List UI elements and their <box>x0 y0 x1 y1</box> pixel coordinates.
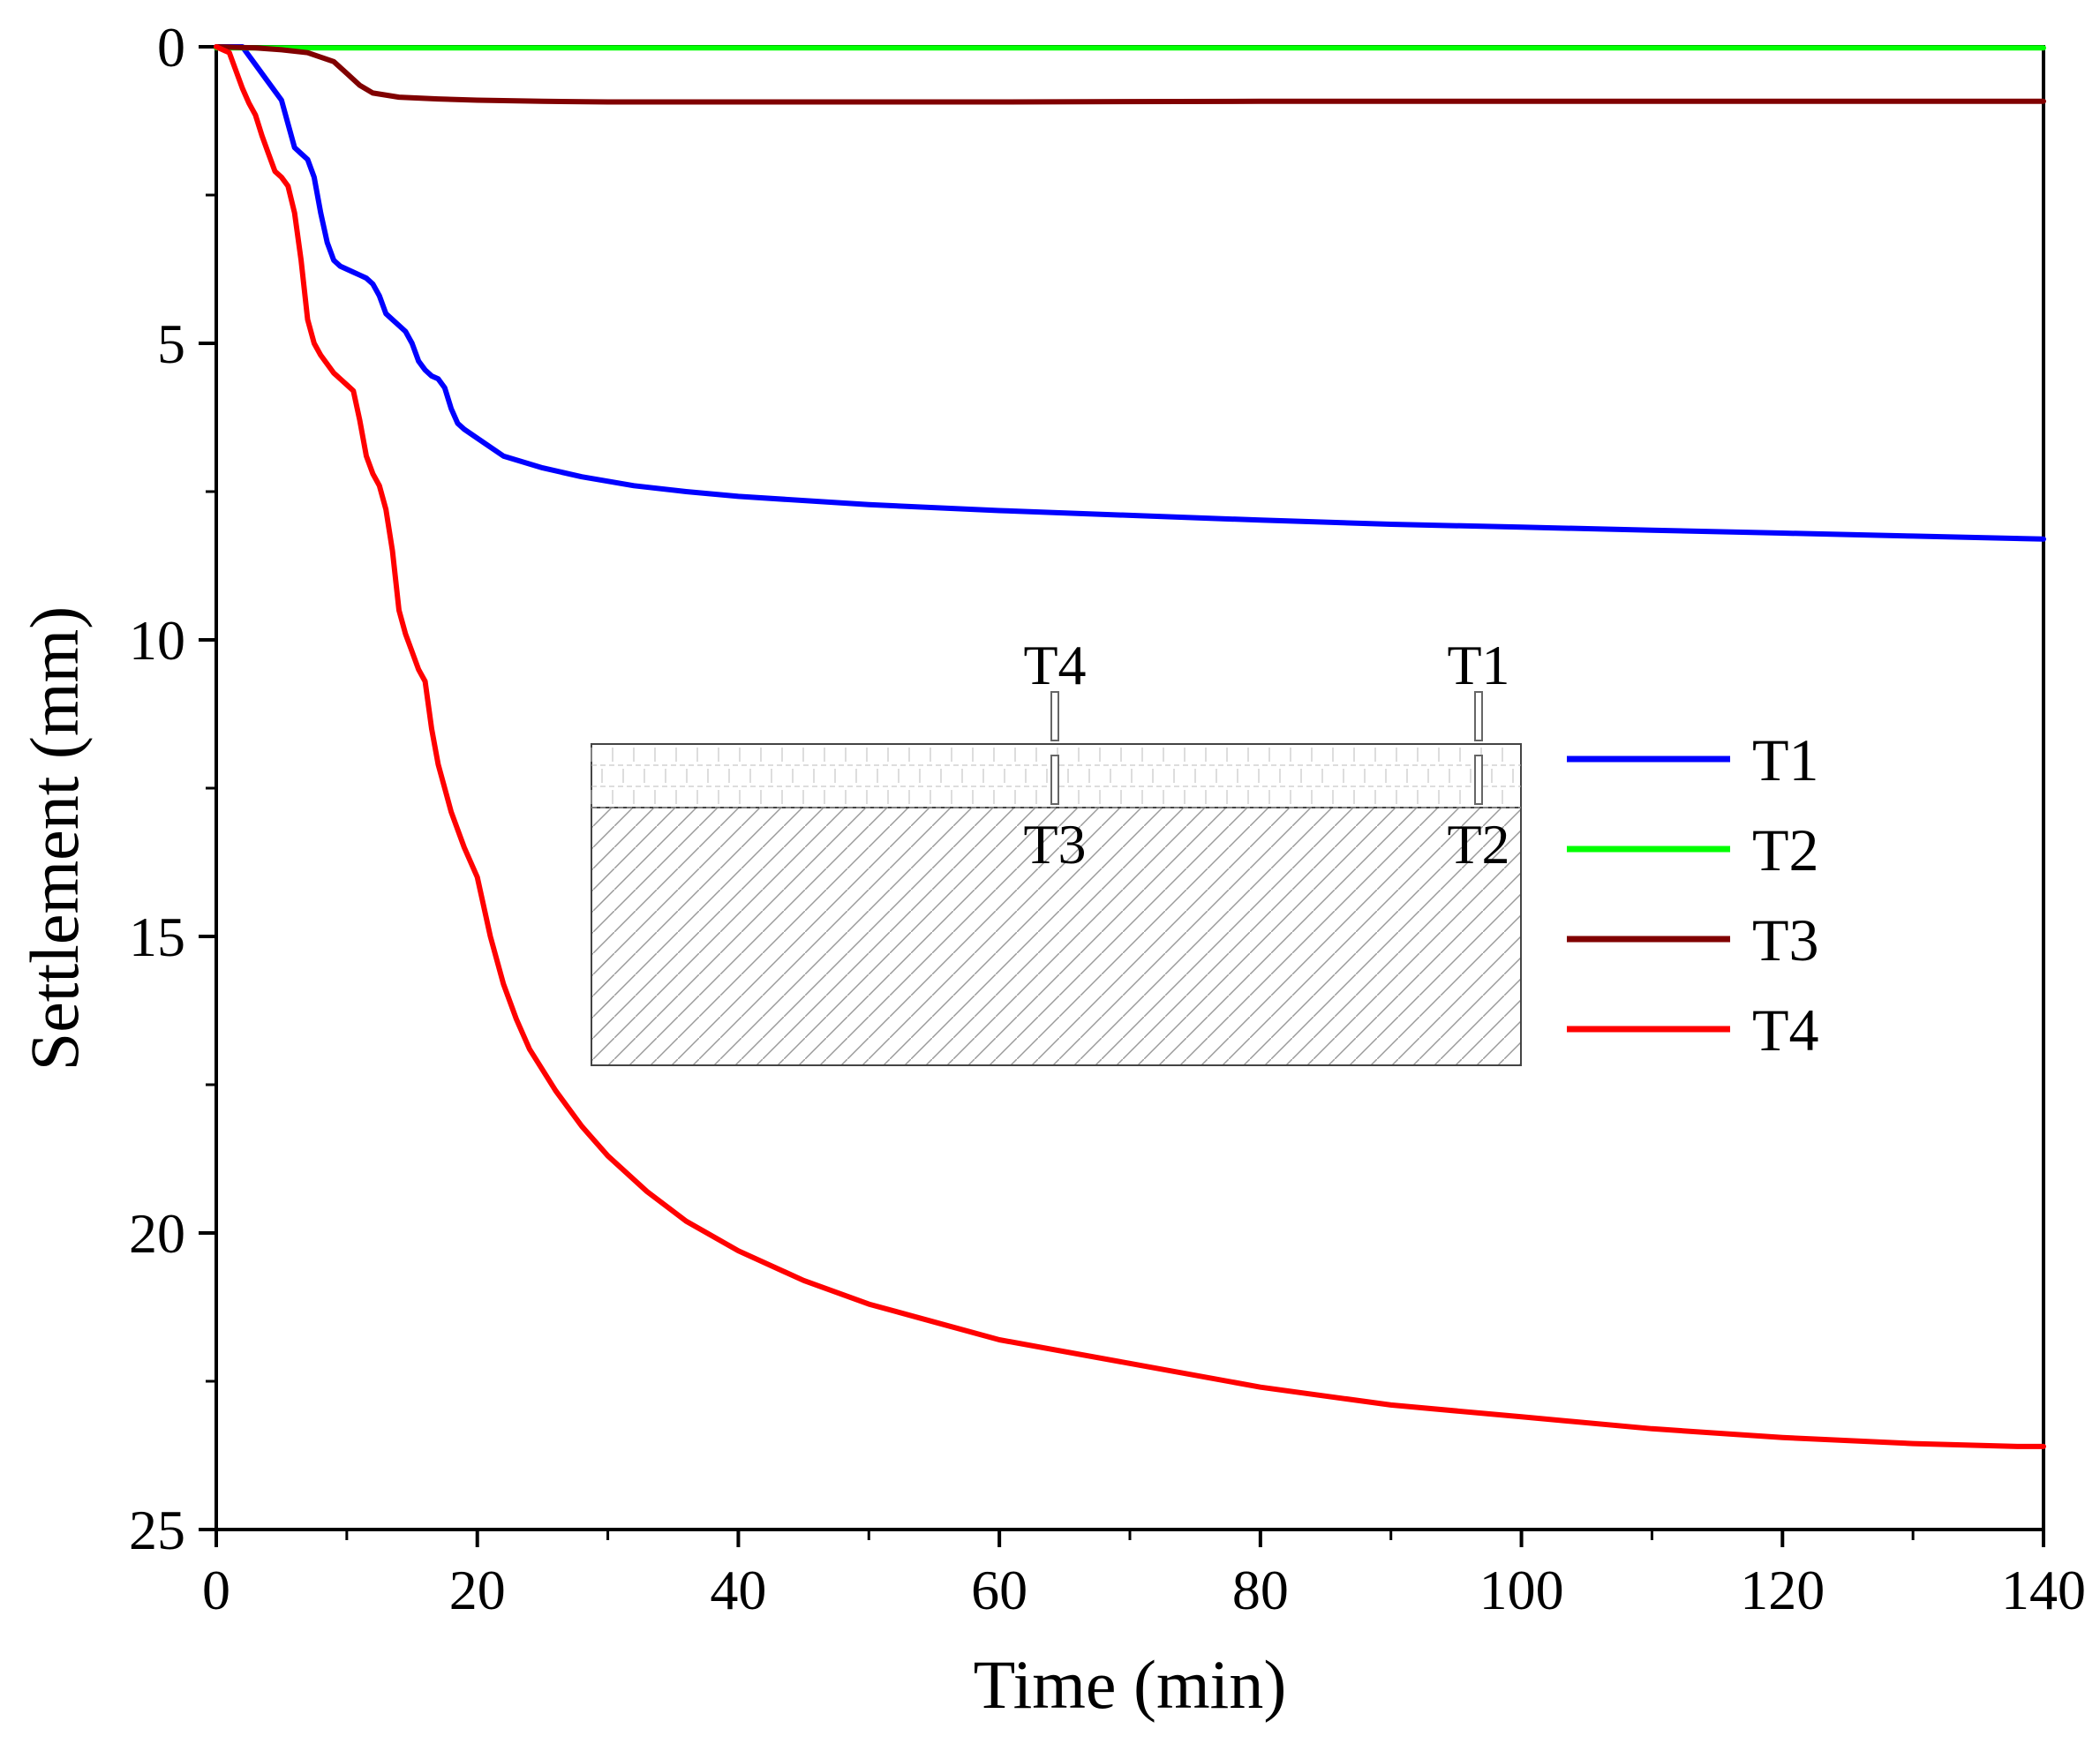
x-tick-label: 20 <box>449 1559 506 1621</box>
series-line-t3 <box>214 44 2046 105</box>
inset-sensor-t4 <box>1050 691 1059 741</box>
y-tick-label: 20 <box>129 1202 185 1265</box>
legend-label-t4: T4 <box>1752 996 1819 1064</box>
inset-sensor-t3 <box>1050 755 1059 805</box>
y-tick-label: 15 <box>129 906 185 968</box>
legend: T1 T2 T3 T4 <box>1567 726 1819 1064</box>
x-tick-label: 0 <box>202 1559 230 1621</box>
inset-sensor-t2 <box>1474 755 1483 805</box>
inset-label-t3: T3 <box>1023 813 1086 876</box>
y-axis-title: Settlement (mm) <box>16 606 93 1071</box>
y-tick-label: 0 <box>157 16 185 79</box>
inset-top-layer-grid <box>591 748 1521 808</box>
x-tick-label: 80 <box>1232 1559 1289 1621</box>
series-line-t1 <box>214 44 2046 542</box>
inset-hatched-soil <box>591 807 1522 1066</box>
inset-label-t2: T2 <box>1447 813 1509 876</box>
series-layer <box>214 44 2046 1449</box>
series-line-t4 <box>214 44 2046 1449</box>
y-tick-label: 25 <box>129 1499 185 1561</box>
x-tick-label: 100 <box>1479 1559 1564 1621</box>
legend-label-t3: T3 <box>1752 906 1819 973</box>
tick-labels-layer: 0 20 40 60 80 100 120 140 0 5 10 15 20 25 <box>129 16 2086 1621</box>
legend-label-t1: T1 <box>1752 726 1819 793</box>
y-tick-label: 5 <box>157 312 185 375</box>
inset-schematic: T4 T1 T3 T2 <box>590 618 1522 1068</box>
x-axis-title: Time (min) <box>974 1646 1287 1723</box>
inset-label-t4: T4 <box>1023 634 1086 696</box>
inset-sensor-t1 <box>1474 691 1483 741</box>
x-tick-label: 140 <box>2001 1559 2086 1621</box>
ticks-layer <box>199 45 2045 1547</box>
x-tick-label: 120 <box>1740 1559 1825 1621</box>
y-tick-label: 10 <box>129 609 185 672</box>
x-tick-label: 40 <box>710 1559 766 1621</box>
x-tick-label: 60 <box>971 1559 1027 1621</box>
legend-label-t2: T2 <box>1752 816 1819 883</box>
inset-label-t1: T1 <box>1447 634 1509 696</box>
